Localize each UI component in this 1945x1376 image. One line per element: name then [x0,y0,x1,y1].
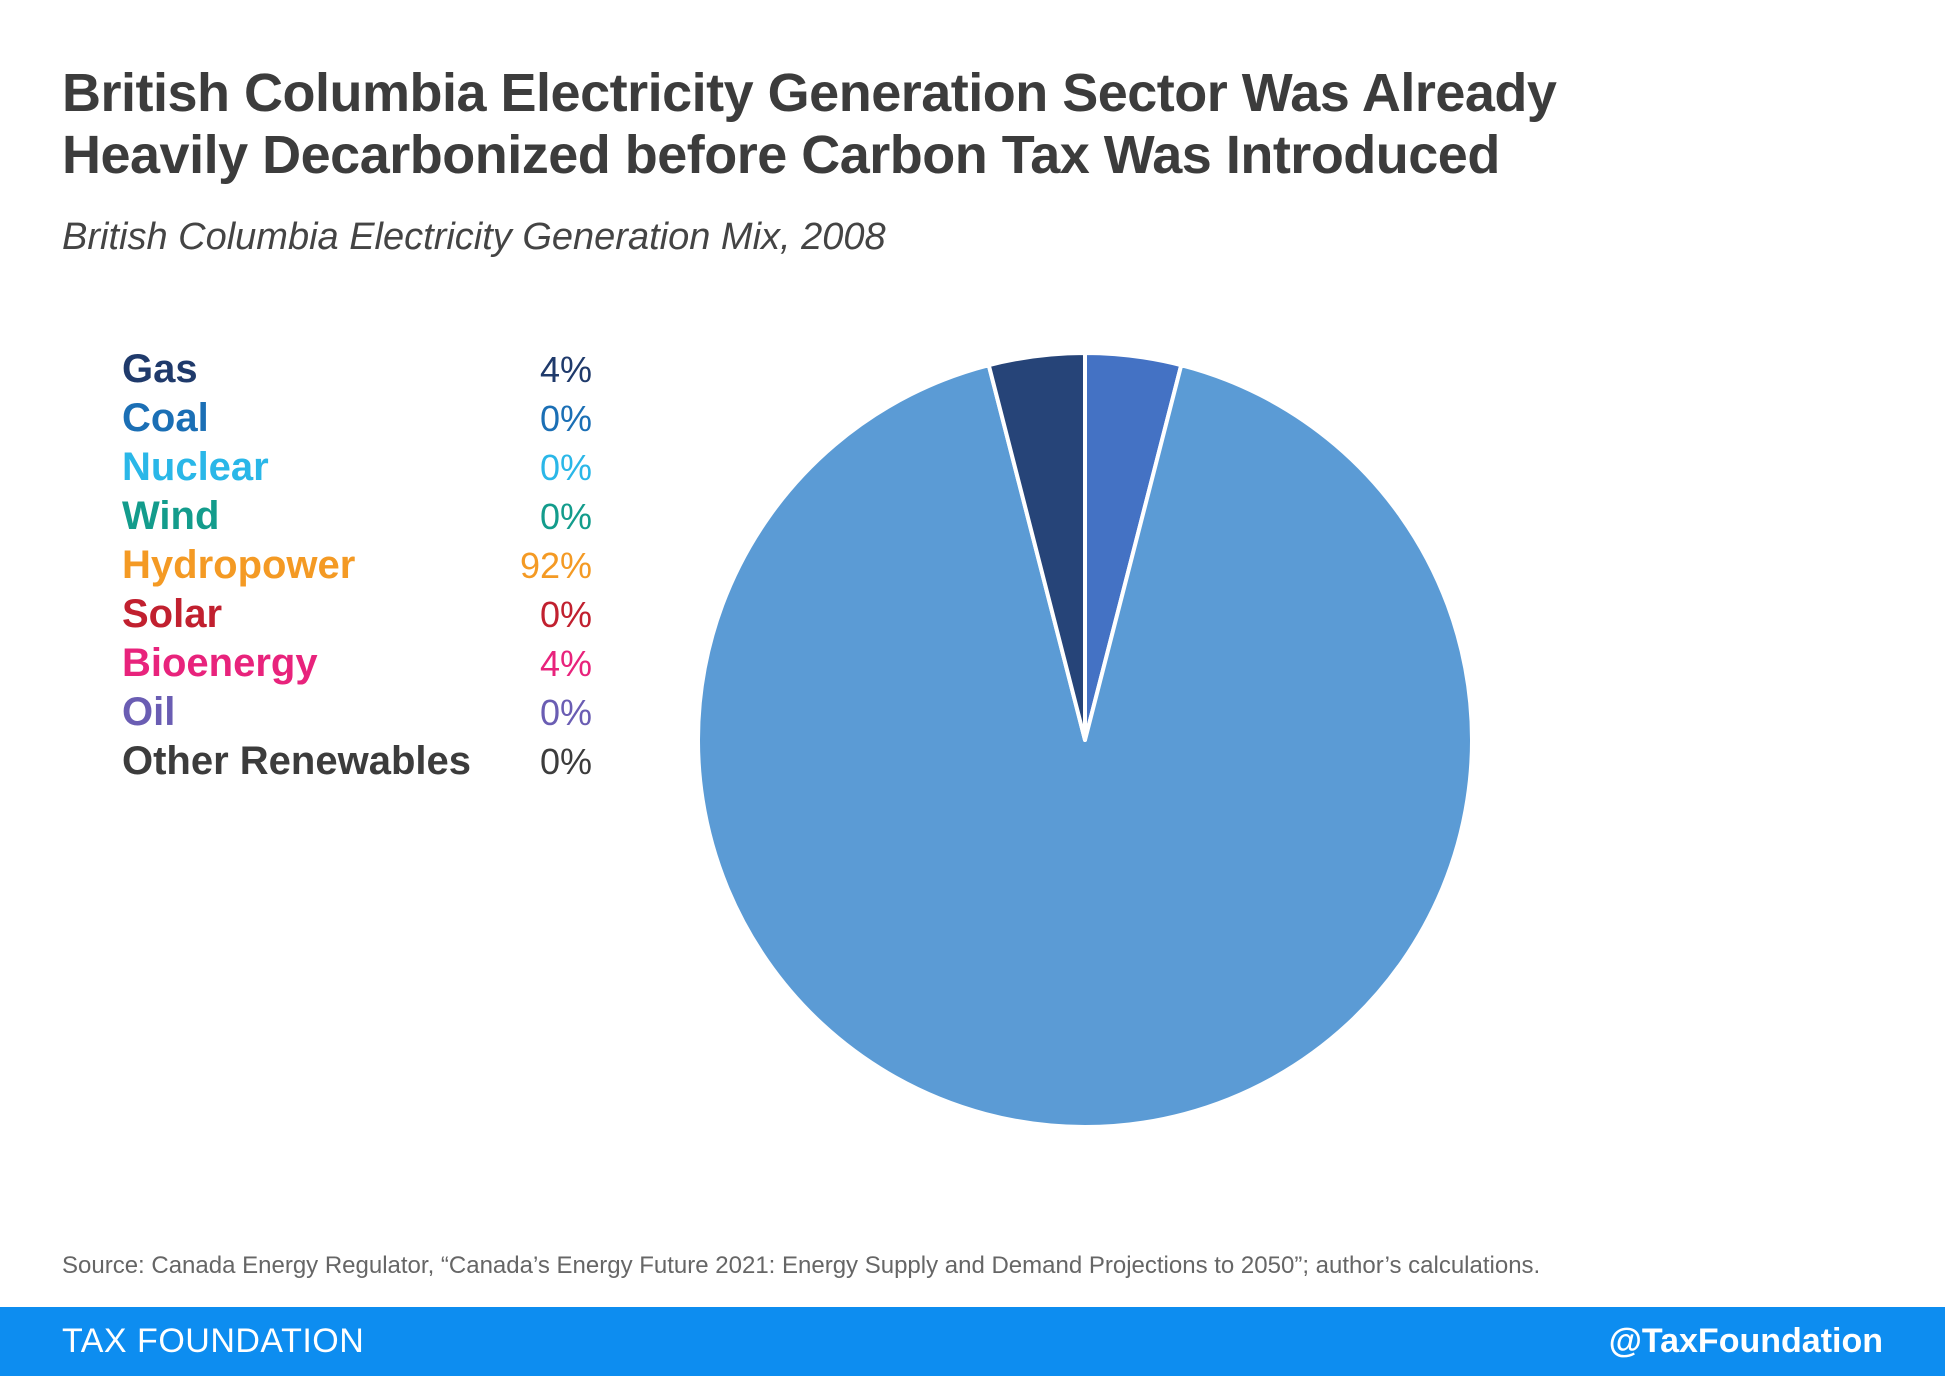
legend: Gas 4% Coal 0% Nuclear 0% Wind 0% Hydropower 92% S… [122,345,592,786]
title-line-2: Heavily Decarbonized before Carbon Tax W… [62,125,1500,185]
legend-value: 92% [519,544,592,586]
legend-value: 4% [539,642,592,684]
legend-row-gas: Gas 4% [122,345,592,394]
legend-value: 0% [539,397,592,439]
legend-label: Oil [122,690,176,734]
chart-subtitle: British Columbia Electricity Generation … [62,216,886,258]
legend-row-nuclear: Nuclear 0% [122,443,592,492]
legend-row-coal: Coal 0% [122,394,592,443]
legend-value: 0% [539,740,592,782]
legend-row-hydropower: Hydropower 92% [122,541,592,590]
legend-row-solar: Solar 0% [122,590,592,639]
legend-label: Gas [122,347,198,391]
pie-slice-hydropower [696,363,1474,1129]
footer-handle: @TaxFoundation [1608,1322,1883,1360]
legend-label: Nuclear [122,445,269,489]
legend-label: Hydropower [122,543,356,587]
footer-bar: TAX FOUNDATION @TaxFoundation [0,1307,1945,1376]
legend-row-oil: Oil 0% [122,688,592,737]
legend-label: Other Renewables [122,739,472,783]
legend-value: 0% [539,593,592,635]
legend-label: Solar [122,592,223,636]
legend-row-wind: Wind 0% [122,492,592,541]
legend-value: 0% [539,691,592,733]
legend-value: 0% [539,495,592,537]
legend-row-other-renewables: Other Renewables 0% [122,737,592,786]
pie-chart [696,351,1474,1129]
footer-brand: TAX FOUNDATION [62,1322,365,1360]
legend-label: Bioenergy [122,641,318,685]
title-line-1: British Columbia Electricity Generation … [62,63,1557,123]
legend-label: Coal [122,396,209,440]
chart-title: British Columbia Electricity Generation … [62,62,1862,186]
source-note: Source: Canada Energy Regulator, “Canada… [62,1252,1541,1279]
legend-label: Wind [122,494,220,538]
legend-value: 0% [539,446,592,488]
legend-row-bioenergy: Bioenergy 4% [122,639,592,688]
legend-value: 4% [539,348,592,390]
pie-slice-gas [986,351,1087,742]
